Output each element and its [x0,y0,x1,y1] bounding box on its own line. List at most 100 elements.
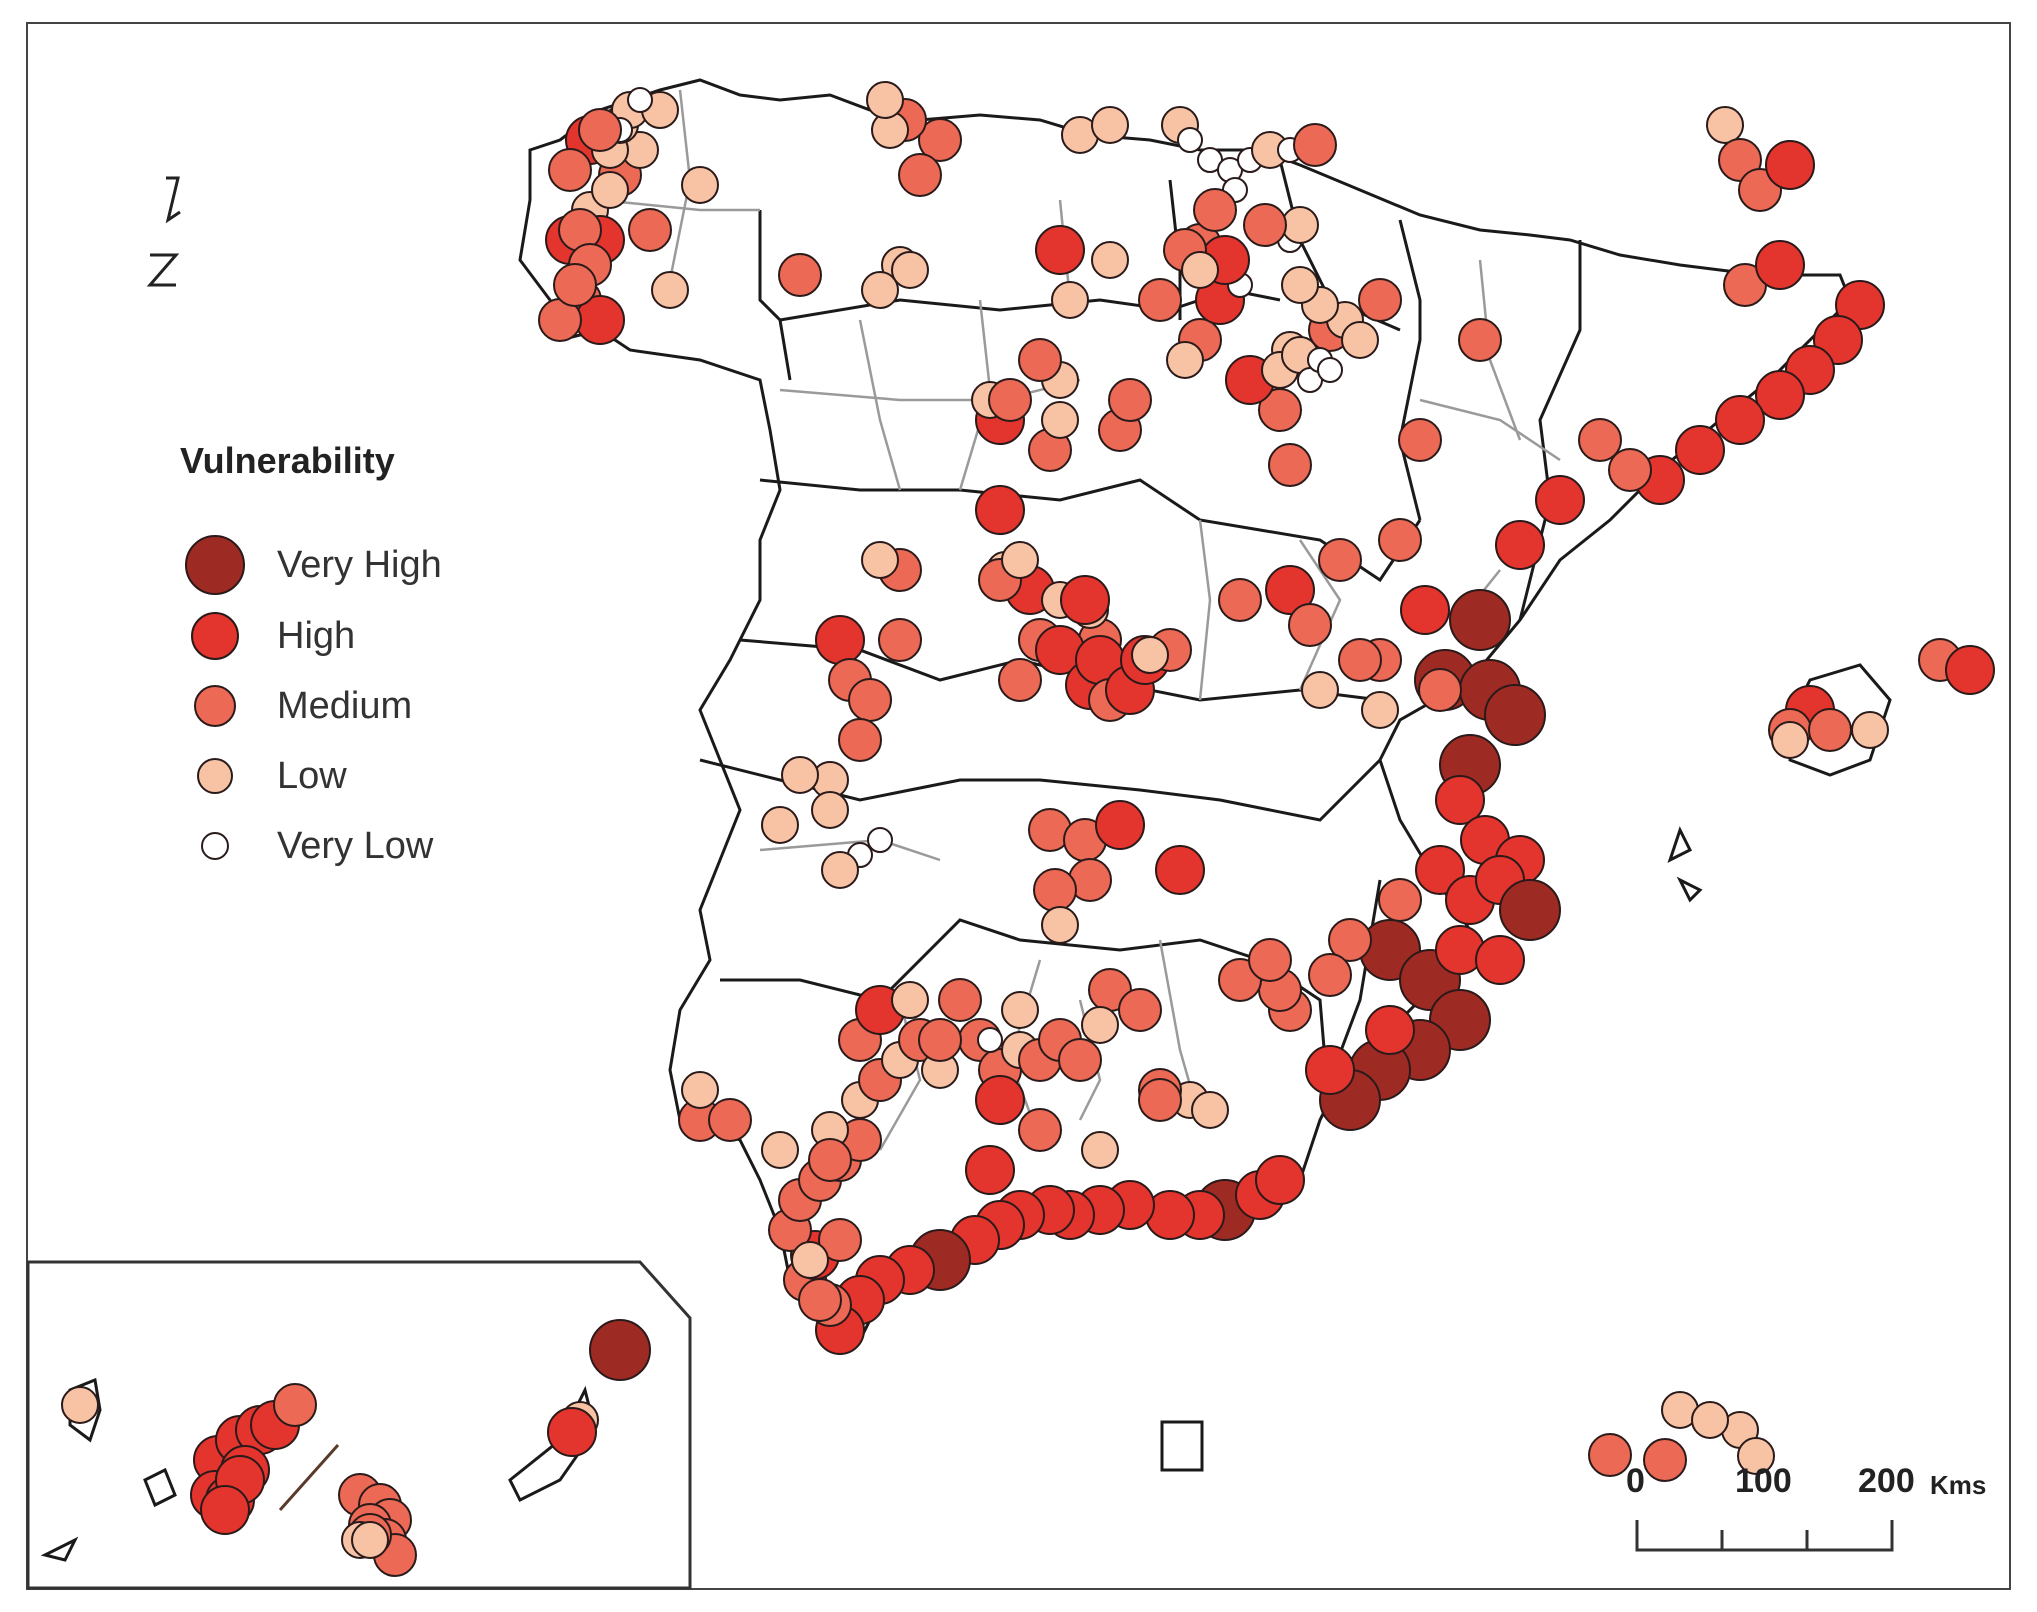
legend-swatch-low [197,758,233,794]
point-medium [1033,868,1077,912]
balearic-islands [1667,663,1892,903]
legend-item-low: Low [185,746,347,806]
point-medium [918,118,962,162]
point-medium [918,1018,962,1062]
point-high [965,1145,1015,1195]
point-high [200,1485,250,1535]
point-medium [1418,668,1462,712]
point-medium [1308,953,1352,997]
point-medium [1458,318,1502,362]
point-high [1715,395,1765,445]
point-medium [1193,188,1237,232]
point-high [1400,585,1450,635]
point-low [1041,401,1079,439]
point-high [1155,845,1205,895]
point-high [1755,370,1805,420]
point-low [1281,206,1319,244]
point-medium [1378,518,1422,562]
point-low [1081,1131,1119,1169]
point-medium [1138,278,1182,322]
point-medium [1018,338,1062,382]
point-low [681,166,719,204]
point-high [1095,800,1145,850]
point-low [1691,1401,1729,1439]
point-low [1737,1437,1775,1475]
point-low [791,1241,829,1279]
point-low [866,81,904,119]
point-low [1051,281,1089,319]
point-medium [898,153,942,197]
point-very-low [977,1027,1003,1053]
point-high [1475,935,1525,985]
point-medium [1108,378,1152,422]
point-high [1305,1045,1355,1095]
point-low [761,1131,799,1169]
scale-bar [1635,1520,1894,1552]
scale-tick-100: 100 [1735,1462,1792,1500]
point-medium [878,618,922,662]
point-medium [1243,203,1287,247]
point-high [1675,425,1725,475]
point-low [1131,636,1169,674]
point-medium [1808,708,1852,752]
point-low [761,806,799,844]
point-high [1415,845,1465,895]
legend-item-very-high: Very High [185,535,442,595]
point-medium [578,108,622,152]
point-low [811,791,849,829]
point-very-high [1484,684,1546,746]
point-high [1945,645,1995,695]
point-high [1265,565,1315,615]
legend-item-medium: Medium [185,676,412,736]
scale-tick-0: 0 [1626,1462,1645,1500]
point-medium [1318,538,1362,582]
point-low [1301,671,1339,709]
point-medium [1248,938,1292,982]
canary-divider [278,1444,340,1511]
scale-tick-200: 200 [1858,1462,1915,1500]
point-high [1060,575,1110,625]
point-high [1255,1155,1305,1205]
point-high [975,1075,1025,1125]
legend-swatch-medium [194,685,236,727]
point-low [861,541,899,579]
small-island-box [1160,1420,1204,1472]
point-medium [1328,918,1372,962]
point-medium [818,1218,862,1262]
point-very-high [1499,879,1561,941]
point-medium [1268,443,1312,487]
point-medium [273,1383,317,1427]
point-very-high [589,1319,651,1381]
point-medium [808,1138,852,1182]
point-medium [1218,578,1262,622]
point-medium [1018,1108,1062,1152]
point-low [1706,106,1744,144]
point-low [1181,251,1219,289]
point-high [547,1407,597,1457]
legend-label: Very High [277,543,442,586]
point-medium [1578,418,1622,462]
legend-item-very-low: Very Low [185,816,433,876]
point-medium [798,1278,842,1322]
point-low [1771,721,1809,759]
legend-label: Very Low [277,824,434,867]
point-medium [628,208,672,252]
point-low [1001,991,1039,1029]
point-high [975,485,1025,535]
point-low [1341,321,1379,359]
point-low [591,171,629,209]
legend-label: Low [277,754,347,797]
point-very-high [1449,589,1511,651]
point-medium [1398,418,1442,462]
point-high [1035,225,1085,275]
point-low [781,756,819,794]
point-low [1361,691,1399,729]
point-low [821,851,859,889]
point-low [681,1071,719,1109]
legend-item-high: High [185,606,355,666]
point-high [1535,475,1585,525]
point-very-low [1317,357,1343,383]
point-high [1495,520,1545,570]
point-high [815,615,865,665]
